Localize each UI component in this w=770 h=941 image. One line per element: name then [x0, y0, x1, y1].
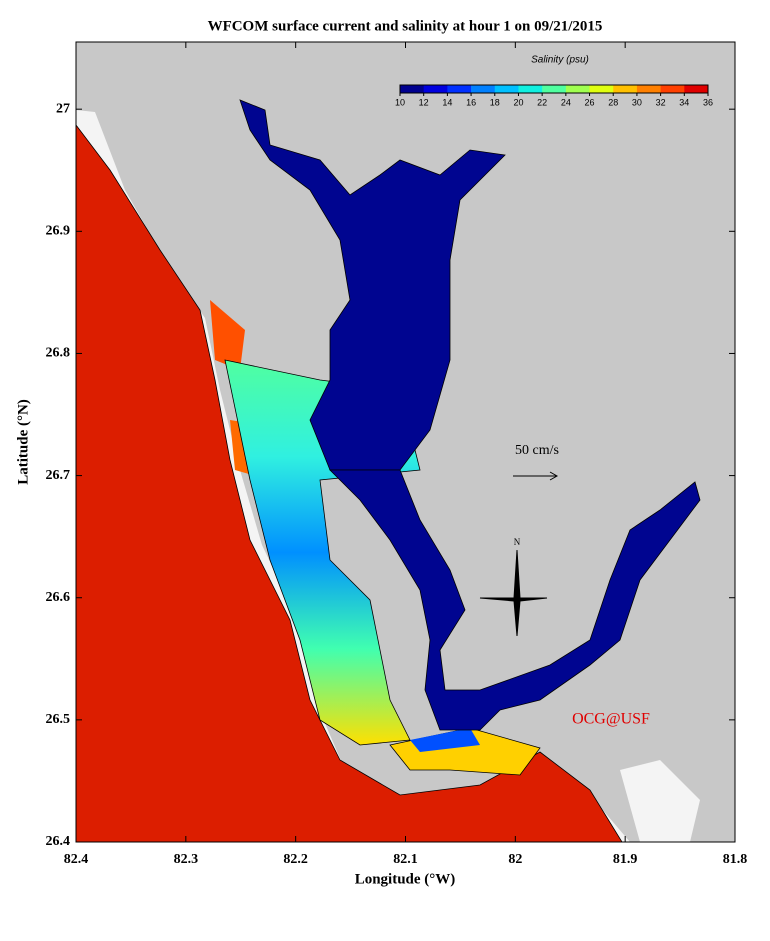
y-tick-label: 26.9 [46, 224, 71, 239]
scale-arrow-head [549, 471, 559, 481]
x-tick-label: 81.9 [613, 852, 638, 867]
colorbar-tick-label: 34 [679, 97, 689, 107]
colorbar-tick-label: 24 [561, 97, 571, 107]
colorbar-tick-label: 36 [703, 97, 713, 107]
colorbar-cell [423, 85, 448, 93]
title: WFCOM surface current and salinity at ho… [208, 18, 603, 34]
colorbar-cell [494, 85, 519, 93]
colorbar-tick-label: 18 [490, 97, 500, 107]
colorbar-cell [589, 85, 614, 93]
x-tick-label: 82.1 [393, 852, 418, 867]
x-tick-label: 82.2 [283, 852, 308, 867]
colorbar-cell [636, 85, 661, 93]
colorbar-tick-label: 14 [442, 97, 452, 107]
y-tick-label: 26.8 [46, 346, 71, 361]
compass-label: N [514, 537, 521, 547]
colorbar-cell [471, 85, 496, 93]
colorbar-tick-label: 12 [419, 97, 429, 107]
y-tick-label: 27 [56, 101, 70, 116]
colorbar-title: Salinity (psu) [531, 55, 589, 66]
colorbar-tick-label: 16 [466, 97, 476, 107]
colorbar-tick-label: 22 [537, 97, 547, 107]
x-axis-label: Longitude (°W) [355, 871, 456, 887]
colorbar-tick-label: 10 [395, 97, 405, 107]
water [76, 99, 701, 842]
x-tick-label: 82.4 [64, 852, 89, 867]
colorbar-cell [447, 85, 472, 93]
colorbar-cell [565, 85, 590, 93]
colorbar-frame [399, 84, 709, 94]
y-axis-label: Latitude (°N) [15, 399, 31, 485]
colorbar-tick-label: 26 [585, 97, 595, 107]
colorbar-tick-label: 32 [656, 97, 666, 107]
colorbar-tick-label: 20 [513, 97, 523, 107]
y-tick-label: 26.7 [46, 468, 71, 483]
colorbar-cell [613, 85, 638, 93]
x-tick-label: 81.8 [723, 852, 748, 867]
colorbar-tick-label: 28 [608, 97, 618, 107]
colorbar-cell [684, 85, 709, 93]
colorbar-cell [542, 85, 567, 93]
credit: OCG@USF [572, 711, 650, 728]
colorbar-cell [400, 85, 424, 93]
y-tick-label: 26.6 [46, 590, 71, 605]
scale-label: 50 cm/s [515, 443, 559, 458]
colorbar-cell [660, 85, 685, 93]
x-tick-label: 82 [508, 852, 522, 867]
y-tick-label: 26.5 [46, 712, 71, 727]
y-tick-label: 26.4 [46, 834, 71, 849]
x-tick-label: 82.3 [174, 852, 199, 867]
colorbar-tick-label: 30 [632, 97, 642, 107]
compass-rose [479, 549, 548, 637]
colorbar-cell [518, 85, 543, 93]
